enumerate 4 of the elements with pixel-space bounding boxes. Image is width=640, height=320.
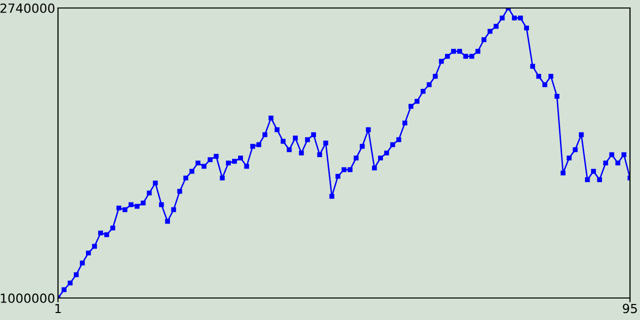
x-tick-label: 95 bbox=[622, 304, 637, 314]
y-tick-label: 2740000 bbox=[0, 3, 54, 13]
x-tick-label: 1 bbox=[55, 304, 61, 314]
y-tick-label: 1000000 bbox=[0, 293, 54, 303]
